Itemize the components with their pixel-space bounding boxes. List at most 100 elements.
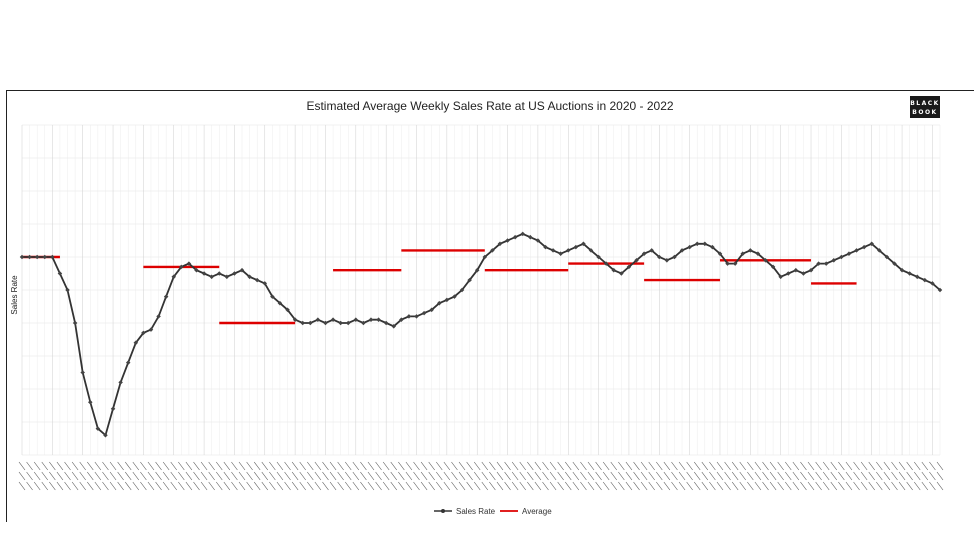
x-tick-mark — [94, 461, 102, 471]
x-tick-mark — [709, 461, 716, 471]
x-tick-mark — [891, 481, 898, 491]
x-tick-mark — [709, 471, 716, 481]
x-tick-mark — [610, 461, 618, 471]
sales-rate-point — [414, 314, 419, 319]
x-tick-mark — [656, 461, 663, 471]
x-tick-mark — [663, 481, 671, 491]
sales-rate-point — [277, 300, 283, 306]
x-tick-mark — [648, 461, 655, 471]
x-tick-mark — [451, 471, 458, 481]
x-tick-mark — [542, 461, 549, 471]
x-tick-mark — [178, 461, 185, 471]
x-tick-mark — [398, 461, 405, 471]
x-tick-mark — [686, 471, 693, 481]
x-tick-mark — [731, 461, 739, 471]
sales-rate-point — [801, 271, 806, 276]
sales-rate-point — [778, 274, 783, 280]
x-tick-mark — [724, 471, 731, 481]
x-tick-mark — [398, 471, 405, 481]
x-tick-mark — [322, 461, 329, 471]
x-tick-mark — [367, 471, 375, 481]
x-tick-mark — [906, 481, 913, 491]
sales-rate-point — [816, 261, 821, 266]
x-tick-mark — [936, 461, 944, 471]
x-tick-mark — [769, 471, 777, 481]
x-tick-mark — [94, 481, 102, 491]
x-tick-mark — [777, 461, 784, 471]
x-tick-mark — [860, 471, 868, 481]
x-tick-mark — [868, 481, 875, 491]
sales-rate-point — [664, 258, 670, 263]
x-tick-mark — [405, 481, 413, 491]
sales-rate-point — [452, 294, 457, 299]
x-tick-mark — [428, 461, 435, 471]
x-tick-mark — [929, 481, 936, 491]
x-tick-mark — [572, 481, 580, 491]
x-tick-mark — [936, 481, 944, 491]
x-tick-mark — [428, 481, 435, 491]
x-tick-mark — [777, 481, 784, 491]
x-tick-mark — [481, 471, 489, 481]
x-tick-mark — [891, 461, 898, 471]
x-tick-mark — [853, 461, 860, 471]
x-tick-mark — [580, 461, 587, 471]
x-tick-mark — [769, 461, 777, 471]
x-tick-mark — [549, 461, 557, 471]
x-tick-mark — [898, 481, 906, 491]
x-tick-mark — [883, 471, 891, 481]
sales-rate-point — [786, 271, 791, 276]
x-tick-mark — [731, 481, 739, 491]
x-tick-mark — [785, 481, 792, 491]
sales-rate-point — [72, 320, 78, 326]
sales-rate-point — [823, 261, 829, 266]
x-tick-mark — [269, 481, 276, 491]
x-tick-mark — [185, 481, 193, 491]
x-tick-mark — [436, 471, 443, 481]
x-tick-mark — [511, 481, 519, 491]
x-tick-mark — [876, 461, 883, 471]
sales-rate-point — [672, 254, 677, 260]
x-tick-mark — [200, 471, 208, 481]
x-tick-mark — [132, 461, 140, 471]
x-tick-mark — [458, 481, 466, 491]
x-tick-mark — [185, 471, 193, 481]
sales-rate-point — [892, 261, 897, 266]
x-tick-mark — [618, 461, 625, 471]
sales-rate-point — [770, 264, 776, 270]
x-tick-mark — [504, 481, 511, 491]
x-tick-mark — [511, 471, 519, 481]
x-tick-mark — [193, 471, 200, 481]
x-tick-mark — [284, 461, 291, 471]
sales-rate-point — [459, 287, 465, 293]
x-tick-mark — [246, 461, 253, 471]
x-tick-mark — [504, 461, 511, 471]
x-tick-mark — [557, 481, 564, 491]
x-tick-mark — [466, 481, 473, 491]
x-tick-mark — [481, 481, 489, 491]
sales-rate-point — [368, 317, 374, 322]
x-tick-mark — [117, 461, 124, 471]
x-tick-mark — [382, 471, 390, 481]
sales-rate-point — [793, 267, 799, 273]
x-tick-mark — [853, 481, 860, 491]
sales-rate-point — [376, 317, 381, 322]
x-tick-mark — [716, 471, 724, 481]
x-tick-mark — [33, 471, 41, 481]
x-tick-mark — [898, 471, 906, 481]
x-tick-mark — [246, 471, 253, 481]
x-tick-mark — [375, 461, 382, 471]
x-tick-mark — [504, 471, 511, 481]
sales-rate-point — [437, 300, 442, 306]
sales-rate-point — [899, 267, 905, 273]
x-tick-mark — [208, 461, 215, 471]
x-tick-mark — [33, 461, 41, 471]
x-tick-mark — [557, 461, 564, 471]
x-tick-mark — [276, 461, 284, 471]
x-tick-mark — [64, 471, 71, 481]
x-tick-mark — [534, 481, 542, 491]
x-tick-mark — [49, 461, 56, 471]
x-tick-mark — [815, 461, 822, 471]
x-tick-mark — [648, 471, 655, 481]
x-tick-mark — [71, 481, 79, 491]
